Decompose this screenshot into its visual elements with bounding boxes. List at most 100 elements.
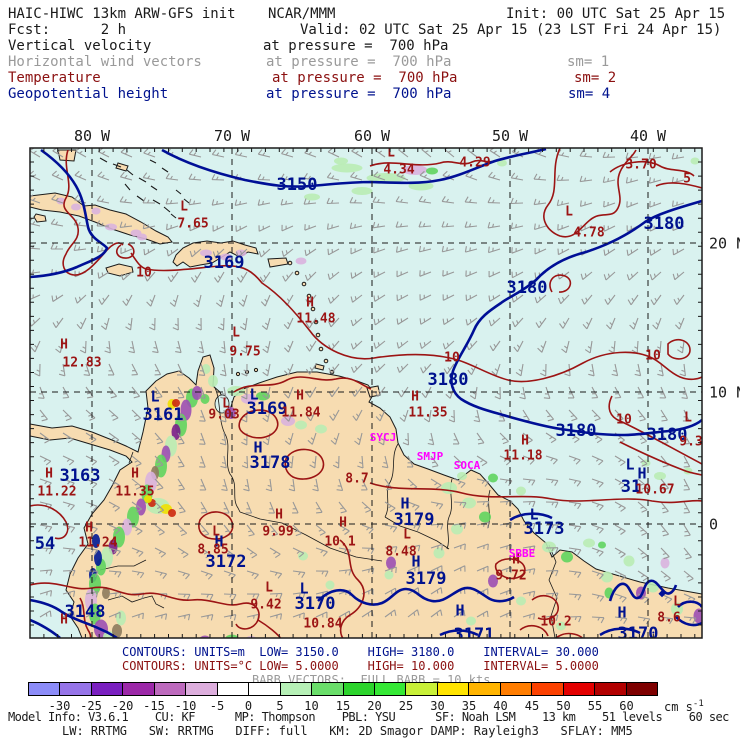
colorbar-tick-label: 60 [619, 699, 634, 713]
shading-blob [102, 587, 110, 599]
shading-blob [172, 399, 180, 407]
temperature-extremum-letter: H [512, 553, 520, 568]
shading-blob [171, 424, 181, 440]
temperature-extremum-letter: H [296, 389, 304, 404]
temperature-contour-label: 9.3 [679, 435, 702, 450]
map-frame [29, 147, 703, 639]
colorbar-tick-label: 50 [556, 699, 571, 713]
colorbar-tick-label: -15 [143, 699, 165, 713]
shading-blob [200, 249, 212, 257]
colorbar-cell [60, 683, 92, 695]
header-text: at pressure = 700 hPa [263, 38, 449, 54]
height-contour-label: 3170 [295, 594, 336, 614]
height-contour-label: 3173 [524, 519, 565, 539]
shading-blob [516, 486, 526, 496]
shading-blob [295, 420, 307, 430]
shading-blob [122, 518, 132, 536]
header-text: NCAR/MMM [268, 6, 336, 22]
temperature-contour-label: 11.35 [408, 406, 447, 421]
header-text: sm= 1 [567, 54, 610, 70]
longitude-label: 80 W [74, 127, 111, 145]
south-america-landmass [30, 354, 702, 638]
colorbar-cell [29, 683, 61, 695]
colorbar-tick-label: 25 [398, 699, 414, 713]
model-info-line2: LW: RRTMG SW: RRTMG DIFF: full KM: 2D Sm… [62, 724, 633, 738]
shading-blob [426, 167, 438, 175]
temperature-contour-label: 10.2 [540, 615, 571, 630]
temperature-extremum-letter: L [387, 146, 395, 161]
header-text: at pressure = 700 hPa [272, 70, 458, 86]
wind-barbs-path [30, 148, 697, 625]
colorbar-cell [374, 683, 407, 695]
colorbar-tick-label: 5 [276, 699, 284, 713]
vertical-velocity-colorbar [28, 682, 658, 696]
model-info-line1: Model Info: V3.6.1 CU: KF MP: Thompson P… [8, 710, 729, 724]
station-id-label: SOCA [454, 459, 481, 472]
header-text: Init: 00 UTC Sat 25 Apr 15 [506, 6, 726, 22]
shading-blob [402, 165, 428, 175]
colorbar-tick-label: 15 [335, 699, 351, 713]
height-extremum-letter: H [253, 438, 262, 456]
map-labels: 3150 3180 3180 3180 3180 3180 3169 3161 3169 3178… [35, 146, 702, 645]
latitude-label: 10 N [709, 383, 740, 401]
colorbar-cell [312, 683, 344, 695]
shading-blob [488, 574, 498, 588]
colorbar-cell [343, 683, 375, 695]
frame-degree-ticks [30, 148, 702, 638]
shading-blob [601, 571, 613, 583]
height-contour-label: 3171 [454, 625, 495, 645]
shading-blob [92, 534, 100, 548]
header-text: Fcst: 2 h [8, 22, 127, 38]
colorbar-tick-label: 55 [587, 699, 603, 713]
height-contour-label: 3150 [277, 175, 318, 195]
colorbar-cell [437, 683, 470, 695]
shading-blob [71, 203, 81, 211]
height-extremum-letter: H [214, 532, 223, 550]
contour-legend-height: CONTOURS: UNITS=m LOW= 3150.0 HIGH= 3180… [122, 645, 599, 659]
wind-barb-field [30, 148, 697, 625]
colorbar-cell [563, 683, 596, 695]
height-contour-label: 31 [621, 477, 641, 497]
colorbar-tick-label: -10 [174, 699, 197, 713]
height-extremum-letter: H [455, 601, 464, 619]
colorbar-cell [217, 683, 250, 695]
shading-blob [295, 257, 307, 265]
isla-juventud [33, 213, 47, 223]
temperature-extremum-letter: L [232, 326, 240, 341]
temperature-contour-label: 9.03 [208, 408, 239, 423]
temperature-extremum-letter: L [222, 397, 230, 412]
temperature-contour-label: 5 [683, 172, 691, 187]
shading-blob [192, 386, 202, 400]
shading-blob [208, 375, 218, 387]
colorbar-cell [123, 683, 155, 695]
temperature-contour-label: 10 [136, 266, 152, 281]
height-contour-label: 54 [35, 534, 55, 554]
shading-blob [457, 472, 467, 480]
shading-blob [168, 509, 176, 517]
shading-blob [598, 541, 606, 549]
height-contour-label: 3170 [618, 624, 659, 644]
colorbar-tick-label: 10 [304, 699, 319, 713]
header-text: at pressure = 700 hPa [266, 86, 452, 102]
colorbar-unit-text: cm s [664, 700, 693, 714]
shading-blob [220, 253, 232, 261]
temperature-contour-label: 11.35 [115, 485, 154, 500]
shading-blob [660, 557, 670, 569]
temperature-contour-label: 8.6 [657, 611, 681, 626]
longitude-label: 50 W [492, 127, 529, 145]
header-text: Horizontal wind vectors [8, 54, 202, 70]
height-contour-label: 3180 [428, 370, 469, 390]
temperature-contour-label: 11.84 [281, 406, 320, 421]
shading-blob [89, 603, 101, 625]
shading-blob [693, 608, 702, 624]
height-contour-label: 3179 [406, 569, 447, 589]
colorbar-cell [280, 683, 313, 695]
colorbar-cell [595, 683, 627, 695]
station-id-label: SMJP [417, 450, 444, 463]
shading-blob [351, 187, 373, 195]
height-extremum-letter: H [411, 552, 420, 570]
temperature-contour-label: 7.65 [177, 217, 208, 232]
shading-blob [690, 157, 700, 165]
